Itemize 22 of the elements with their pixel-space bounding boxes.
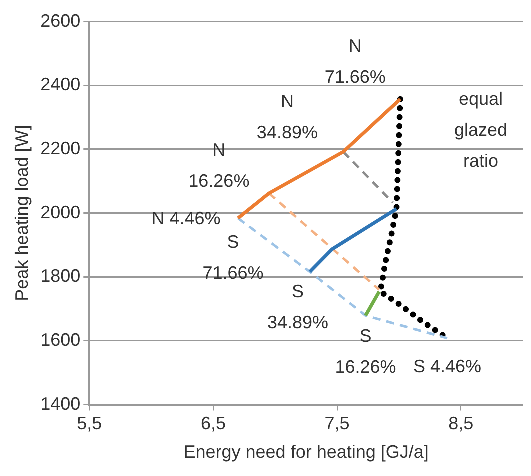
annotation: N 71.66% <box>324 36 386 87</box>
y-tick-label: 2200 <box>40 138 81 158</box>
y-tick-label: 1600 <box>40 330 81 350</box>
y-tick-label: 2400 <box>40 74 81 95</box>
x-tick-label: 6,5 <box>200 414 226 434</box>
annotation: N 16.26% <box>188 140 250 191</box>
y-tick-label: 1800 <box>40 266 81 286</box>
annotation: S 34.89% <box>268 281 329 332</box>
y-tick-label: 2000 <box>40 202 81 222</box>
x-tick-label: 7,5 <box>324 414 350 434</box>
y-axis-title: Peak heating load [W] <box>12 125 32 302</box>
x-tick-label: 8,5 <box>448 414 474 434</box>
y-tick-label: 1400 <box>40 394 81 414</box>
x-tick-label: 5,5 <box>77 414 102 434</box>
annotation: S 4.46% <box>413 356 482 376</box>
annotation: S 16.26% <box>335 326 396 378</box>
x-axis-title: Energy need for heating [GJ/a] <box>184 442 429 462</box>
annotation: N 34.89% <box>256 91 318 142</box>
annotation: N 4.46% <box>152 208 221 228</box>
annotation: S 71.66% <box>202 232 264 283</box>
annotation: equal glazed ratio <box>454 88 508 171</box>
y-tick-label: 2600 <box>40 10 81 31</box>
